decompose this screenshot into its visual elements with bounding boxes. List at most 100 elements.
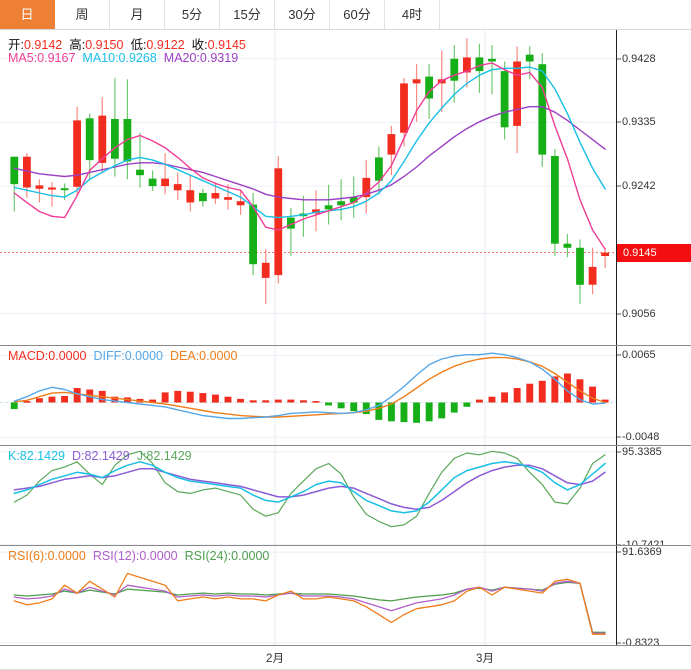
rsi-axis: 91.6369 -0.8323 <box>616 546 691 649</box>
candlestick <box>450 58 459 81</box>
macd-histogram-bar <box>199 393 207 403</box>
candlestick <box>375 157 383 181</box>
axis-label: -0.0048 <box>622 431 660 444</box>
kdj-plot-area[interactable] <box>0 446 616 546</box>
candlestick <box>236 201 245 206</box>
macd-histogram-bar <box>362 402 370 415</box>
macd-histogram-bar <box>61 396 68 403</box>
axis-tick <box>617 313 621 314</box>
timeframe-tabbar: 日周月 5分 15分 30分 60分 4时 <box>0 0 691 30</box>
axis-label: 0.9242 <box>622 180 656 193</box>
macd-histogram-bar <box>73 388 81 403</box>
candlestick <box>148 178 157 187</box>
timeframe-tab-1[interactable]: 周 <box>55 0 110 29</box>
timeframe-tab-2[interactable]: 月 <box>110 0 165 29</box>
candlestick <box>425 76 433 99</box>
axis-tick <box>617 551 621 553</box>
timeframe-tab-6[interactable]: 60分 <box>330 0 385 29</box>
macd-histogram-bar <box>438 402 446 419</box>
axis-tick <box>617 642 621 644</box>
axis-tick <box>617 185 621 187</box>
macd-histogram-bar <box>589 386 596 403</box>
macd-axis: 0.0065 -0.0048 <box>616 346 691 445</box>
candlestick <box>475 57 484 72</box>
ma10-line <box>13 66 606 219</box>
timeframe-tab-3[interactable]: 5分 <box>165 0 220 29</box>
macd-histogram-bar <box>186 391 194 403</box>
axis-label: 91.6369 <box>622 546 662 559</box>
candlestick <box>73 120 81 187</box>
candlestick <box>324 205 333 210</box>
kdj-axis: 95.3385-10.7421 <box>616 446 691 551</box>
timeframe-tab-5[interactable]: 30分 <box>275 0 330 29</box>
candlestick <box>563 243 572 248</box>
current-price-badge: 0.9145 <box>617 243 691 262</box>
macd-plot-area[interactable] <box>0 346 616 446</box>
candlestick <box>525 54 534 62</box>
macd-histogram-bar <box>174 390 182 403</box>
candlestick <box>362 177 371 198</box>
macd-panel[interactable]: MACD:0.0000 DIFF:0.0000 DEA:0.0000 0.0065-… <box>0 345 691 446</box>
macd-histogram-bar <box>312 401 320 403</box>
macd-histogram-bar <box>425 402 433 422</box>
rsi-panel[interactable]: RSI(6):0.0000 RSI(12):0.0000 RSI(24):0.000… <box>0 545 691 649</box>
axis-tick <box>617 58 621 60</box>
macd-histogram-bar <box>249 400 257 403</box>
candlestick <box>136 169 144 176</box>
macd-histogram-bar <box>161 392 169 403</box>
macd-histogram-bar <box>526 383 534 403</box>
axis-tick <box>617 354 621 356</box>
candlestick <box>576 247 584 285</box>
candlestick <box>60 188 69 191</box>
macd-histogram-bar <box>10 402 18 409</box>
candlestick <box>387 134 396 155</box>
candlestick <box>349 197 358 203</box>
candlestick <box>111 119 119 159</box>
macd-histogram-bar <box>463 402 471 407</box>
candlestick <box>85 118 94 161</box>
candlestick <box>173 184 182 191</box>
candlestick <box>261 262 270 278</box>
candlestick <box>98 115 107 163</box>
axis-label: 0.9335 <box>622 116 656 129</box>
axis-label: 0.0065 <box>622 349 656 362</box>
macd-histogram-bar <box>23 401 31 403</box>
timeframe-tab-4[interactable]: 15分 <box>220 0 275 29</box>
axis-label: 0.9056 <box>622 307 656 320</box>
time-axis-label: 2月 <box>266 653 284 665</box>
axis-label: 0.9428 <box>622 52 656 65</box>
macd-histogram-bar <box>513 388 521 403</box>
candlestick <box>412 79 421 84</box>
macd-histogram-bar <box>350 402 358 412</box>
time-axis-label: 3月 <box>476 653 494 665</box>
rsi-plot-area[interactable] <box>0 546 616 646</box>
candlestick <box>588 266 597 285</box>
price-candlestick-panel[interactable]: 开:0.9142 高:0.9150 低:0.9122 收:0.9145 MA5:0.9… <box>0 30 691 345</box>
axis-tick <box>617 544 621 546</box>
macd-histogram-bar <box>388 402 395 422</box>
timeframe-tab-0[interactable]: 日 <box>0 0 55 29</box>
candlestick <box>551 156 559 244</box>
candlestick <box>488 58 496 62</box>
rsi6-line <box>13 572 606 635</box>
time-axis: 2月 3月 <box>0 645 691 670</box>
price-plot-area[interactable] <box>0 30 616 345</box>
macd-histogram-bar <box>48 396 56 403</box>
candlestick <box>500 71 509 128</box>
candlestick <box>224 197 232 200</box>
macd-histogram-bar <box>36 398 43 403</box>
tabbar-filler <box>440 0 691 29</box>
macd-histogram-bar <box>488 396 496 403</box>
macd-histogram-bar <box>413 402 420 423</box>
candlestick <box>211 193 220 199</box>
candlestick <box>249 204 257 265</box>
axis-tick <box>617 451 621 453</box>
timeframe-tab-7[interactable]: 4时 <box>385 0 440 29</box>
macd-histogram-bar <box>476 399 483 403</box>
macd-histogram-bar <box>287 399 295 403</box>
candlestick <box>513 61 521 126</box>
candlestick <box>161 178 169 187</box>
axis-tick <box>617 436 621 438</box>
